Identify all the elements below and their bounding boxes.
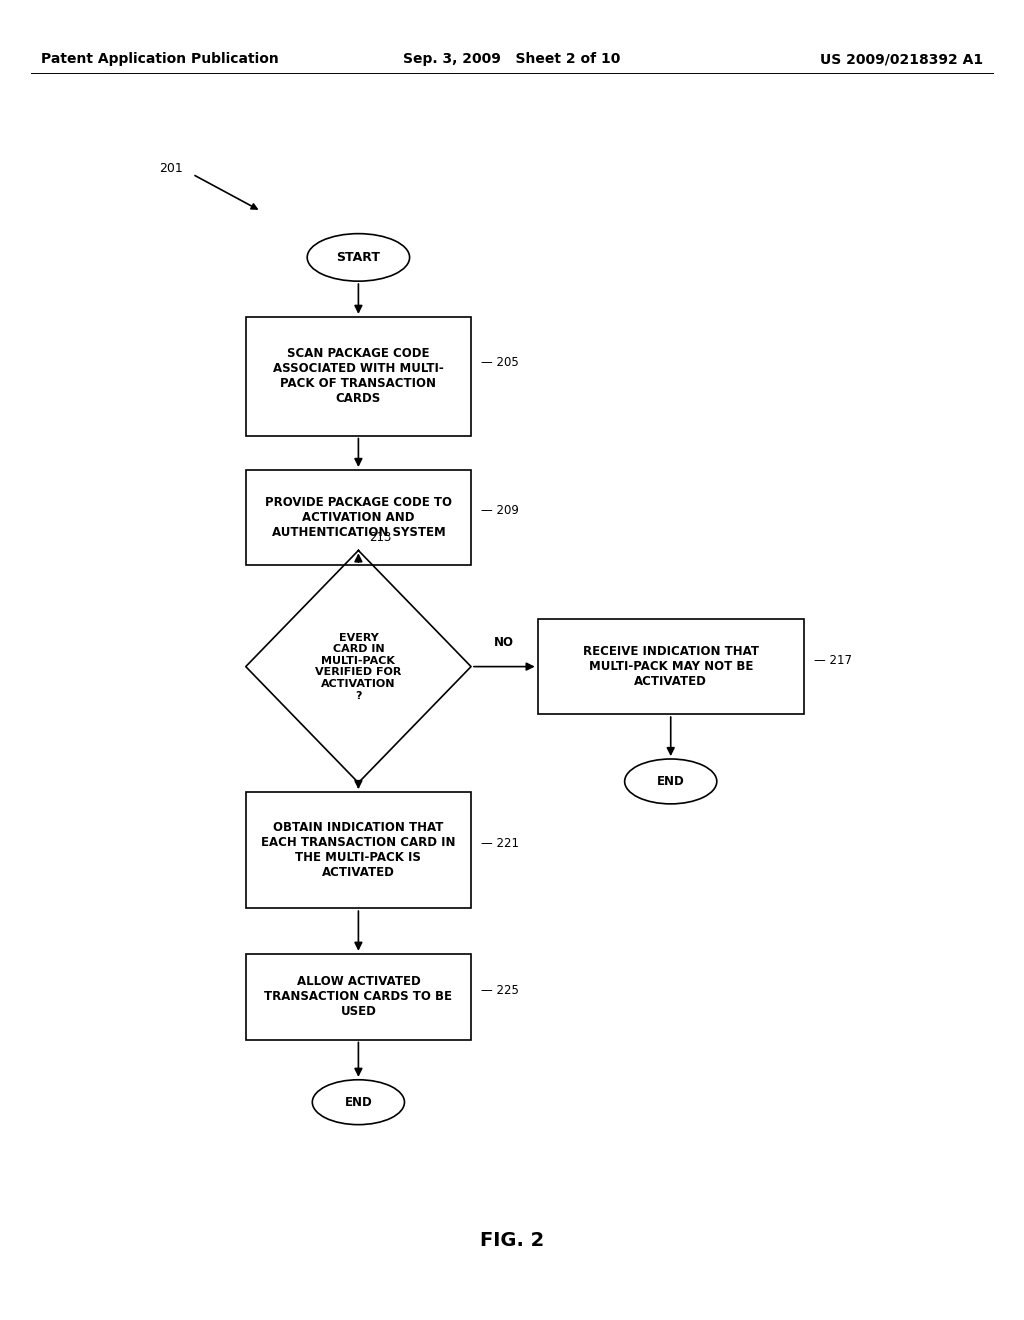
Text: Patent Application Publication: Patent Application Publication bbox=[41, 53, 279, 66]
Text: RECEIVE INDICATION THAT
MULTI-PACK MAY NOT BE
ACTIVATED: RECEIVE INDICATION THAT MULTI-PACK MAY N… bbox=[583, 645, 759, 688]
Text: PROVIDE PACKAGE CODE TO
ACTIVATION AND
AUTHENTICATION SYSTEM: PROVIDE PACKAGE CODE TO ACTIVATION AND A… bbox=[265, 496, 452, 539]
FancyBboxPatch shape bbox=[246, 317, 471, 436]
Text: END: END bbox=[344, 1096, 373, 1109]
Text: FIG. 2: FIG. 2 bbox=[480, 1232, 544, 1250]
Text: — 209: — 209 bbox=[481, 504, 519, 517]
FancyBboxPatch shape bbox=[246, 953, 471, 1040]
Text: SCAN PACKAGE CODE
ASSOCIATED WITH MULTI-
PACK OF TRANSACTION
CARDS: SCAN PACKAGE CODE ASSOCIATED WITH MULTI-… bbox=[273, 347, 443, 405]
Text: — 205: — 205 bbox=[481, 356, 519, 370]
Text: EVERY
CARD IN
MULTI-PACK
VERIFIED FOR
ACTIVATION
?: EVERY CARD IN MULTI-PACK VERIFIED FOR AC… bbox=[315, 632, 401, 701]
FancyBboxPatch shape bbox=[246, 792, 471, 908]
Polygon shape bbox=[246, 550, 471, 783]
Text: US 2009/0218392 A1: US 2009/0218392 A1 bbox=[820, 53, 983, 66]
Text: ALLOW ACTIVATED
TRANSACTION CARDS TO BE
USED: ALLOW ACTIVATED TRANSACTION CARDS TO BE … bbox=[264, 975, 453, 1018]
Text: — 221: — 221 bbox=[481, 837, 519, 850]
FancyBboxPatch shape bbox=[538, 619, 804, 714]
Text: YES: YES bbox=[366, 796, 390, 809]
Ellipse shape bbox=[307, 234, 410, 281]
Text: 213: 213 bbox=[369, 531, 391, 544]
FancyBboxPatch shape bbox=[246, 470, 471, 565]
Ellipse shape bbox=[312, 1080, 404, 1125]
Text: Sep. 3, 2009   Sheet 2 of 10: Sep. 3, 2009 Sheet 2 of 10 bbox=[403, 53, 621, 66]
Text: — 217: — 217 bbox=[814, 653, 852, 667]
Text: — 225: — 225 bbox=[481, 983, 519, 997]
Text: END: END bbox=[656, 775, 685, 788]
Text: NO: NO bbox=[495, 636, 514, 649]
Ellipse shape bbox=[625, 759, 717, 804]
Text: START: START bbox=[337, 251, 380, 264]
Text: 201: 201 bbox=[159, 162, 182, 176]
Text: OBTAIN INDICATION THAT
EACH TRANSACTION CARD IN
THE MULTI-PACK IS
ACTIVATED: OBTAIN INDICATION THAT EACH TRANSACTION … bbox=[261, 821, 456, 879]
